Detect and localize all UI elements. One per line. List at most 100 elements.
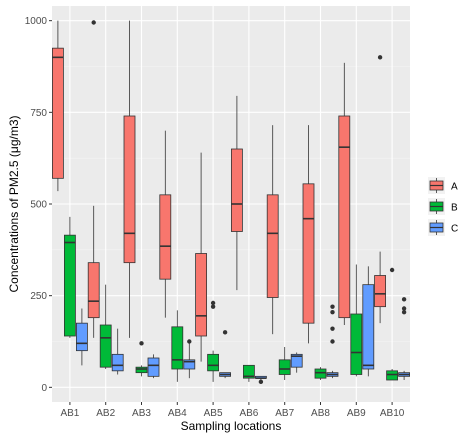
x-tick-label: AB10	[380, 408, 405, 419]
box-b-ab9	[350, 264, 363, 377]
box-b-ab5	[207, 300, 220, 382]
x-tick-label: AB6	[239, 408, 258, 419]
box-b-ab7	[278, 347, 291, 380]
outlier-point	[401, 306, 407, 311]
x-tick-label: AB1	[60, 408, 79, 419]
box-b-ab1	[64, 216, 76, 338]
box-a-ab3	[123, 20, 136, 338]
outlier-point	[377, 55, 383, 60]
box-a-ab1	[52, 20, 64, 192]
outlier-point	[258, 379, 264, 385]
box-a-ab4	[159, 130, 172, 318]
box-body	[99, 324, 112, 368]
outlier-point	[330, 304, 335, 309]
box-body	[207, 353, 220, 372]
y-tick-label: 250	[30, 291, 47, 302]
box-a-ab6	[230, 95, 243, 291]
legend-label-c: C	[451, 224, 458, 235]
x-tick-label: AB8	[311, 408, 330, 419]
box-a-ab9	[338, 62, 351, 325]
box-body	[195, 253, 208, 337]
legend-label-a: A	[451, 182, 458, 193]
box-a-ab7	[266, 125, 279, 335]
box-c-ab4	[183, 339, 196, 379]
box-c-ab1	[76, 308, 88, 366]
outlier-point	[139, 341, 144, 346]
box-body	[64, 234, 76, 337]
x-tick-label: AB2	[96, 408, 115, 419]
box-c-ab3	[147, 354, 160, 379]
x-tick-label: AB5	[204, 408, 223, 419]
box-body	[111, 353, 124, 372]
box-b-ab3	[135, 341, 148, 377]
x-tick-label: AB4	[168, 408, 187, 419]
x-tick-label: AB9	[347, 408, 366, 419]
y-tick-label: 750	[30, 108, 47, 119]
box-a-ab2	[87, 20, 100, 338]
legend-key-a	[428, 177, 445, 194]
box-b-ab8	[314, 367, 327, 380]
x-tick-label: AB7	[275, 408, 294, 419]
outlier-point	[330, 339, 335, 344]
outlier-point	[330, 309, 335, 315]
outlier-point	[330, 326, 335, 331]
box-b-ab10	[386, 267, 399, 381]
box-body	[386, 370, 399, 381]
box-c-ab7	[290, 352, 303, 373]
box-body	[374, 275, 387, 308]
outlier-point	[222, 330, 228, 335]
outlier-point	[187, 339, 192, 344]
box-body	[147, 357, 160, 377]
box-b-ab6	[242, 364, 255, 382]
box-b-ab4	[171, 310, 184, 382]
x-axis-title: Sampling locations	[181, 419, 282, 433]
box-a-ab10	[374, 55, 387, 324]
box-body	[183, 359, 196, 370]
box-body	[338, 115, 351, 319]
x-tick-label: AB3	[132, 408, 151, 419]
box-body	[135, 366, 148, 374]
y-axis-title: Concentrations of PM2.5 (μg/m3)	[7, 116, 21, 293]
box-body	[87, 262, 100, 319]
box-body	[171, 326, 184, 370]
box-body	[266, 194, 279, 298]
box-c-ab8	[326, 304, 339, 379]
box-body	[52, 47, 64, 179]
box-c-ab10	[398, 297, 411, 380]
box-body	[350, 313, 363, 375]
outlier-point	[210, 304, 216, 309]
box-body	[302, 183, 315, 324]
box-a-ab8	[302, 125, 315, 344]
outlier-point	[210, 300, 216, 306]
legend-key-c	[428, 219, 445, 236]
box-b-ab2	[99, 284, 112, 369]
box-c-ab5	[219, 330, 232, 379]
box-c-ab9	[362, 266, 375, 377]
y-tick-label: 0	[41, 383, 47, 394]
box-body	[362, 284, 375, 370]
x-axis: AB1 AB2 AB3 AB4 AB5 AB6 AB7 AB8 AB9 AB10	[60, 402, 405, 419]
outlier-point	[401, 309, 407, 315]
y-tick-label: 1000	[25, 16, 48, 27]
outlier-point	[401, 297, 407, 302]
box-body	[290, 353, 303, 368]
outlier-point	[389, 267, 395, 273]
y-tick-label: 500	[30, 200, 47, 211]
box-body	[76, 322, 88, 352]
box-body	[159, 194, 172, 280]
box-c-ab2	[111, 328, 124, 375]
box-a-ab5	[195, 152, 208, 362]
legend-label-b: B	[451, 203, 458, 214]
legend: ABC	[428, 177, 458, 236]
box-body	[123, 115, 136, 264]
legend-key-b	[428, 198, 445, 215]
outlier-point	[91, 20, 96, 25]
box-body	[242, 364, 255, 379]
y-axis: 0 250 500 750 1000	[25, 16, 52, 394]
box-body	[230, 148, 243, 232]
box-c-ab6	[254, 375, 267, 385]
box-body	[278, 359, 291, 375]
box-body	[314, 368, 327, 379]
box-group	[52, 20, 411, 385]
